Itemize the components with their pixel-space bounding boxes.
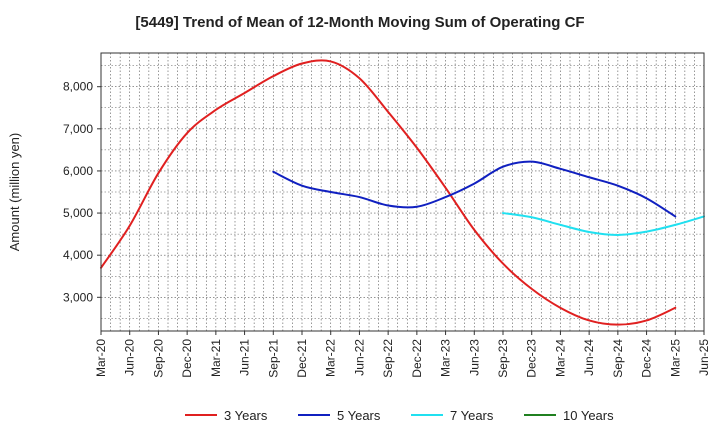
- x-tick-label: Sep-23: [496, 339, 510, 378]
- y-tick-label: 8,000: [63, 80, 93, 94]
- y-axis: 3,000 4,000 5,000 6,000 7,000 8,000: [63, 80, 101, 304]
- y-tick-label: 5,000: [63, 206, 93, 220]
- legend-label: 3 Years: [224, 408, 268, 423]
- series-line-3-years: [100, 59, 677, 326]
- x-tick-label: Jun-25: [697, 339, 711, 376]
- x-tick-label: Dec-23: [525, 339, 539, 378]
- x-tick-label: Dec-20: [180, 339, 194, 378]
- x-tick-label: Mar-21: [209, 339, 223, 377]
- x-tick-label: Sep-22: [381, 339, 395, 378]
- x-tick-label: Jun-22: [352, 339, 366, 376]
- x-tick-label: Mar-22: [324, 339, 338, 377]
- y-tick-label: 3,000: [63, 290, 93, 304]
- x-tick-label: Mar-25: [668, 339, 682, 377]
- series-line-5-years: [272, 160, 677, 218]
- grid-layer: [101, 53, 704, 331]
- x-tick-label: Jun-20: [123, 339, 137, 376]
- y-tick-label: 4,000: [63, 248, 93, 262]
- x-tick-label: Sep-21: [266, 339, 280, 378]
- x-tick-label: Sep-20: [151, 339, 165, 378]
- x-tick-label: Mar-23: [439, 339, 453, 377]
- y-axis-label: Amount (million yen): [7, 133, 22, 252]
- legend-label: 10 Years: [563, 408, 614, 423]
- x-axis: Mar-20 Jun-20 Sep-20 Dec-20 Mar-21 Jun-21 Sep-…: [94, 331, 711, 378]
- legend: 3 Years 5 Years 7 Years 10 Years: [185, 408, 614, 423]
- x-tick-label: Jun-24: [582, 339, 596, 376]
- x-tick-label: Sep-24: [611, 339, 625, 378]
- x-tick-label: Dec-21: [295, 339, 309, 378]
- legend-label: 7 Years: [450, 408, 494, 423]
- y-tick-label: 7,000: [63, 122, 93, 136]
- chart-title: [5449] Trend of Mean of 12-Month Moving …: [135, 14, 585, 31]
- legend-label: 5 Years: [337, 408, 381, 423]
- x-tick-label: Mar-24: [553, 339, 567, 377]
- x-tick-label: Mar-20: [94, 339, 108, 377]
- x-tick-label: Dec-24: [640, 339, 654, 378]
- x-tick-label: Jun-23: [467, 339, 481, 376]
- x-tick-label: Dec-22: [410, 339, 424, 378]
- plot-frame: [100, 52, 705, 332]
- series-layer: [100, 59, 705, 326]
- y-tick-label: 6,000: [63, 164, 93, 178]
- x-tick-label: Jun-21: [238, 339, 252, 376]
- series-line-7-years: [502, 212, 705, 236]
